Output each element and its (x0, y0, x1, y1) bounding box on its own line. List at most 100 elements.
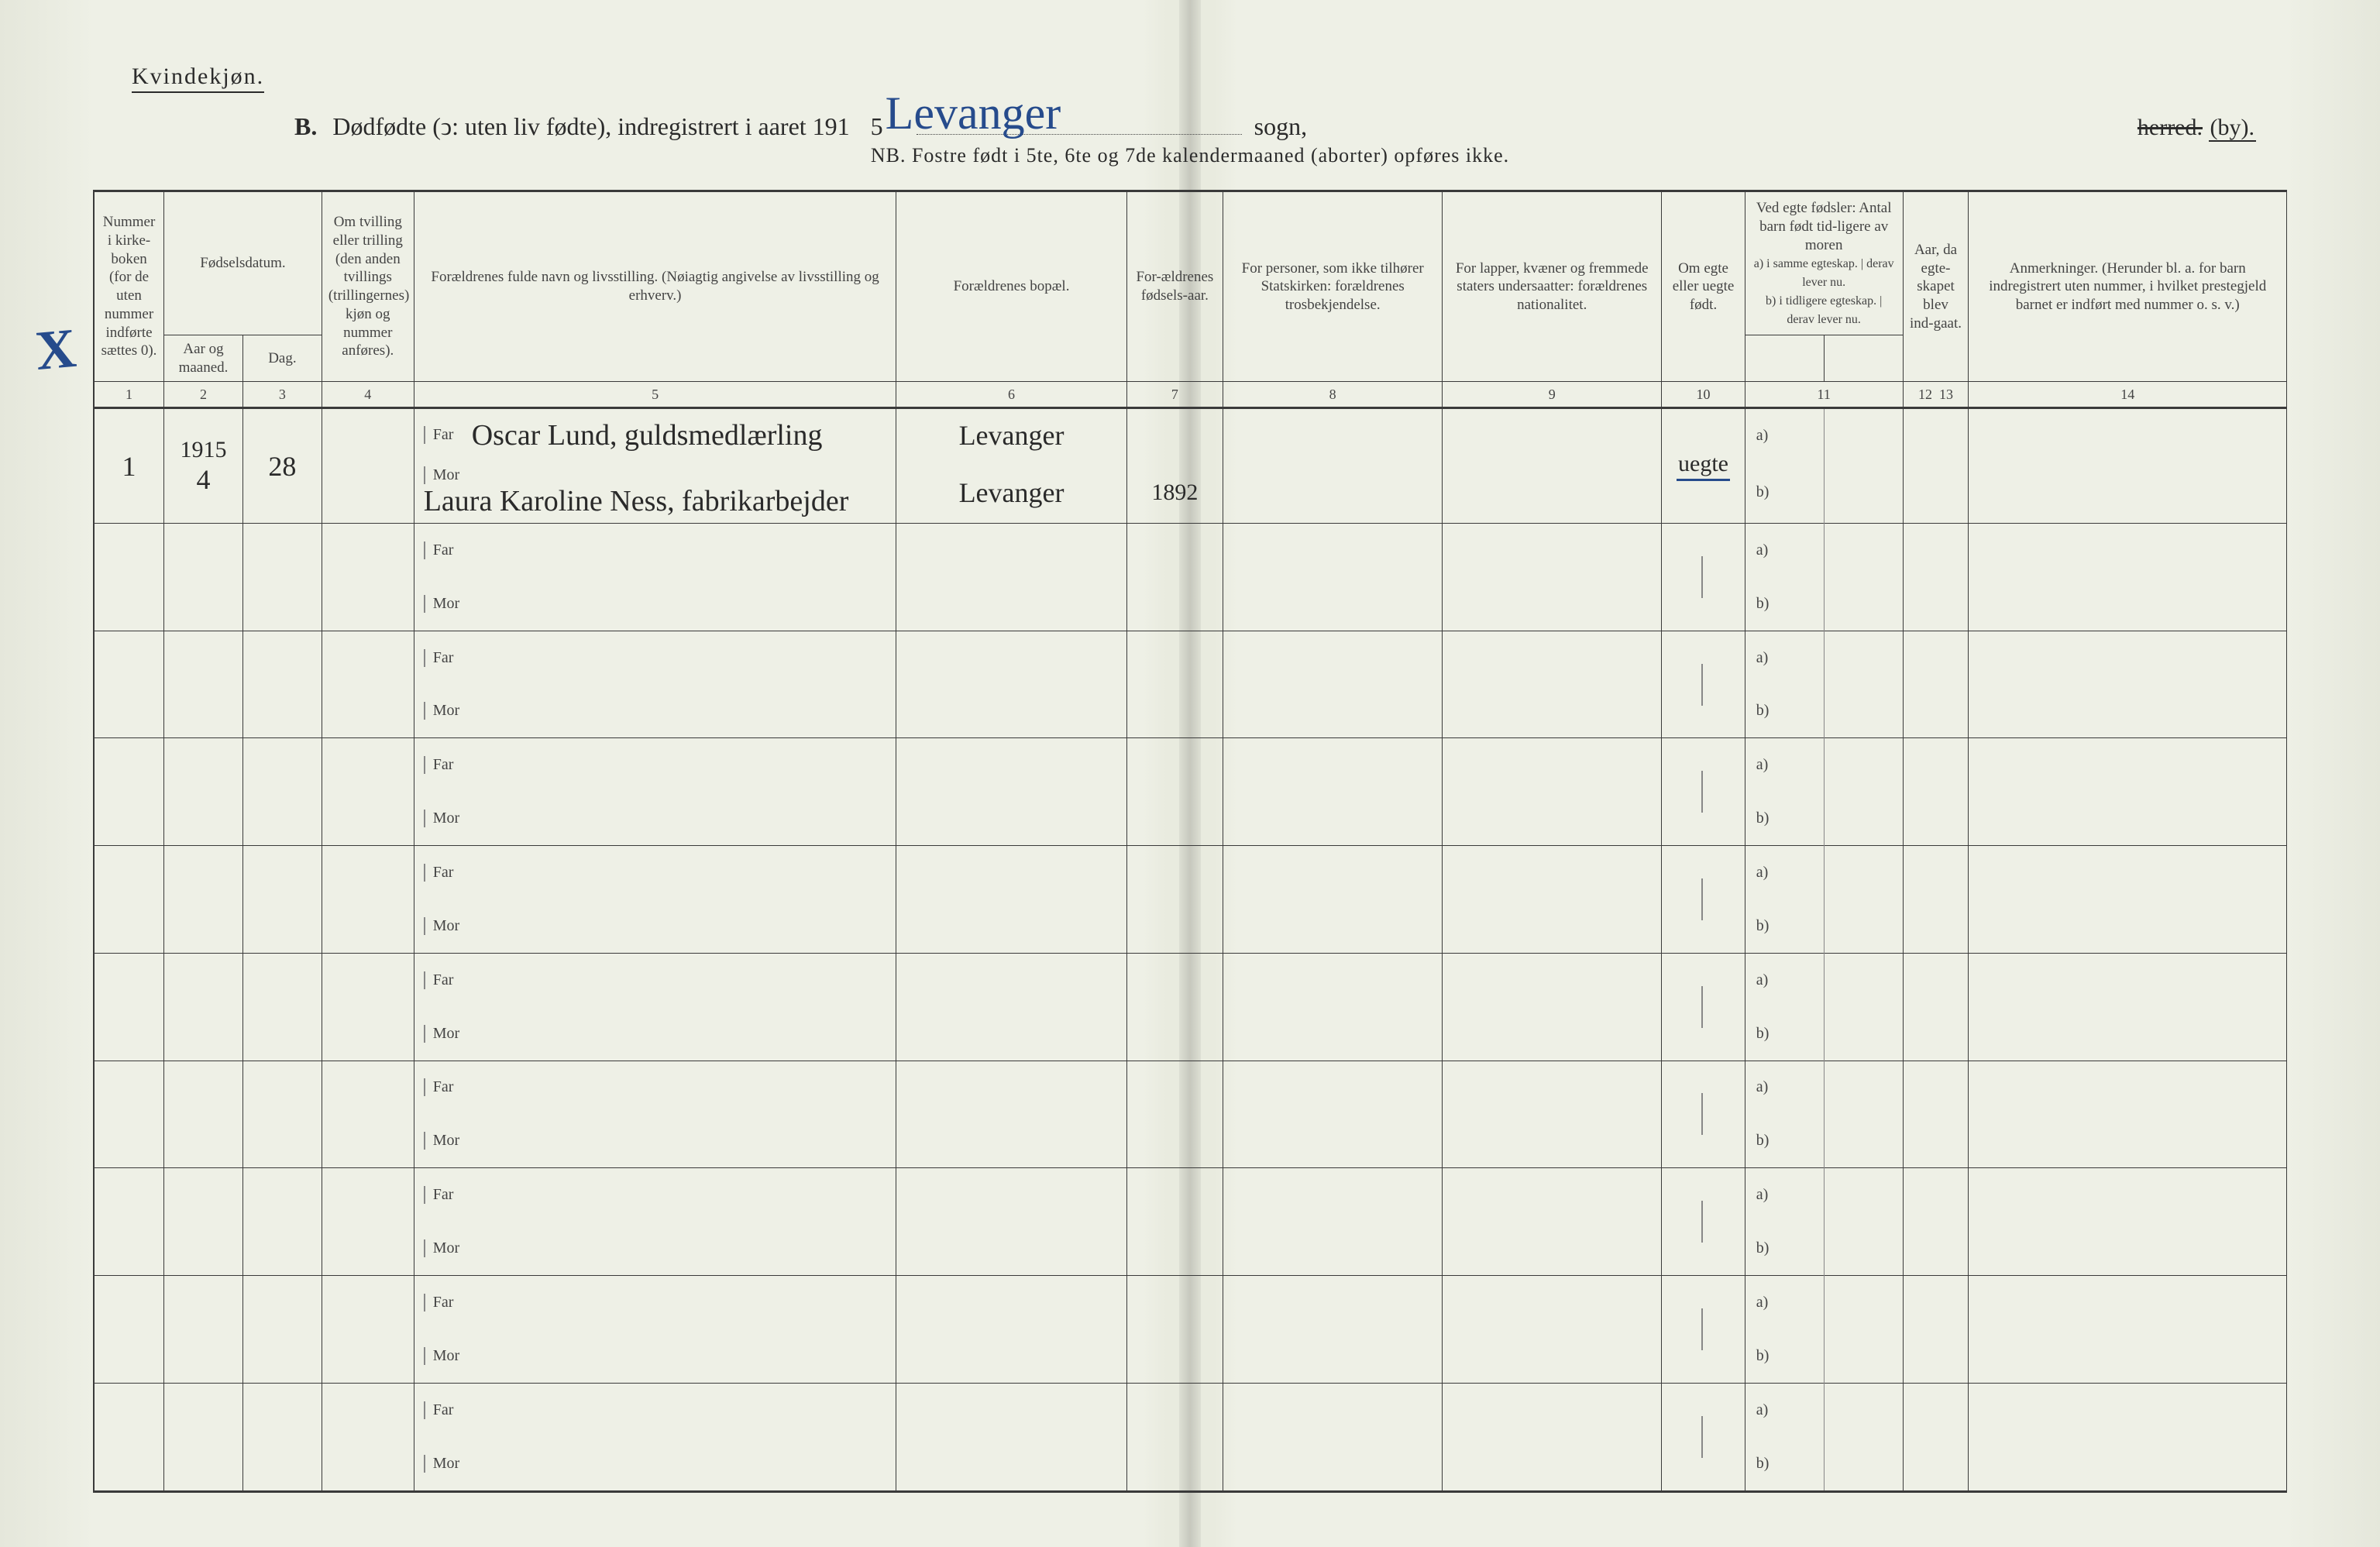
entry-mor-bopel (896, 1114, 1126, 1167)
entry-anm (1969, 953, 2287, 1061)
entry-mor-name: Mor (414, 1222, 896, 1275)
entry-num (94, 1383, 164, 1490)
entry-mor-bopel (896, 899, 1126, 953)
entry-mor-faar (1126, 1114, 1223, 1167)
entry-dag (242, 738, 322, 846)
entry-mor-bopel (896, 685, 1126, 738)
entry-aar-egte (1903, 1383, 1969, 1490)
entry-mor-faar (1126, 899, 1223, 953)
col-10-head: Om egte eller uegte født. (1662, 192, 1745, 382)
entry-mor-name: Mor (414, 899, 896, 953)
entry-mor-name: Mor (414, 1114, 896, 1167)
entry-aar-egte (1903, 631, 1969, 738)
entry-row-far: Far a) (94, 1061, 2287, 1114)
entry-11a: a) (1745, 1061, 1824, 1114)
colnum-11: 11 (1745, 382, 1903, 408)
entry-mor-bopel (896, 577, 1126, 631)
entry-num (94, 1168, 164, 1276)
colnum-1: 1 (94, 382, 164, 408)
entry-far-faar (1126, 1168, 1223, 1222)
entry-aar-egte (1903, 1061, 1969, 1168)
content-area: Kvindekjøn. B. Dødfødte (ↄ: uten liv fød… (93, 54, 2287, 1493)
col-6-head: Forældrenes bopæl. (896, 192, 1126, 382)
entry-far-bopel (896, 846, 1126, 899)
colnum-6: 6 (896, 382, 1126, 408)
entry-anm (1969, 523, 2287, 631)
entry-aar-egte (1903, 408, 1969, 524)
parish-register-page: X Kvindekjøn. B. Dødfødte (ↄ: uten liv f… (0, 0, 2380, 1547)
entry-11a2 (1824, 1061, 1903, 1114)
entry-tros (1223, 738, 1443, 846)
entry-dag (242, 631, 322, 738)
entry-mor-name: MorLaura Karoline Ness, fabrikarbejder (414, 462, 896, 523)
entry-aar-maaned (164, 1168, 243, 1276)
entry-tvilling (322, 408, 414, 524)
entry-anm (1969, 1061, 2287, 1168)
entry-aar-maaned (164, 1275, 243, 1383)
entry-far-bopel (896, 631, 1126, 684)
col-1-head: Nummer i kirke-boken (for de uten nummer… (94, 192, 164, 382)
entry-11b: b) (1745, 792, 1824, 845)
entry-11b: b) (1745, 577, 1824, 631)
entry-dag (242, 1383, 322, 1490)
colnum-9: 9 (1443, 382, 1662, 408)
entry-tros (1223, 1275, 1443, 1383)
entry-far-name: Far (414, 523, 896, 576)
entry-row-far: Far a) (94, 953, 2287, 1006)
entry-11b2 (1824, 1114, 1903, 1167)
entry-nation (1443, 1275, 1662, 1383)
entry-11a: a) (1745, 953, 1824, 1006)
entry-aar-egte (1903, 738, 1969, 846)
entry-far-name: FarOscar Lund, guldsmedlærling (414, 408, 896, 462)
entry-dag (242, 1061, 322, 1168)
entry-11b2 (1824, 685, 1903, 738)
entry-mor-bopel (896, 792, 1126, 845)
entry-aar-maaned: 19154 (164, 408, 243, 524)
entry-egte (1662, 953, 1745, 1061)
entry-far-bopel (896, 523, 1126, 576)
colnum-5: 5 (414, 382, 896, 408)
entry-tvilling (322, 1061, 414, 1168)
entry-nation (1443, 408, 1662, 524)
colnum-4: 4 (322, 382, 414, 408)
col-11-group: Ved egte fødsler: Antal barn født tid-li… (1745, 192, 1903, 335)
entry-far-faar (1126, 846, 1223, 899)
entry-mor-bopel (896, 1437, 1126, 1490)
entry-far-faar (1126, 1275, 1223, 1329)
column-number-row: 1 2 3 4 5 6 7 8 9 10 11 12 13 14 (94, 382, 2287, 408)
entry-11b2 (1824, 1437, 1903, 1490)
entry-11a: a) (1745, 846, 1824, 899)
entry-far-name: Far (414, 953, 896, 1006)
entry-nation (1443, 846, 1662, 954)
entry-far-faar (1126, 953, 1223, 1006)
col-2-head: Aar og maaned. (164, 335, 243, 382)
entry-nation (1443, 631, 1662, 738)
entry-tvilling (322, 1168, 414, 1276)
entry-11b: b) (1745, 899, 1824, 953)
entry-mor-faar: 1892 (1126, 462, 1223, 523)
entry-tvilling (322, 1275, 414, 1383)
ledger-table: Nummer i kirke-boken (for de uten nummer… (93, 192, 2287, 1490)
title-line: B. Dødfødte (ↄ: uten liv fødte), indregi… (93, 104, 2287, 141)
entry-nation (1443, 1061, 1662, 1168)
entry-nation (1443, 523, 1662, 631)
entry-far-faar (1126, 523, 1223, 576)
entry-11a2 (1824, 846, 1903, 899)
entry-num (94, 738, 164, 846)
entry-num (94, 631, 164, 738)
entry-mor-name: Mor (414, 1329, 896, 1383)
entry-11b: b) (1745, 1329, 1824, 1383)
entry-mor-name: Mor (414, 792, 896, 845)
entry-11b: b) (1745, 685, 1824, 738)
entry-tros (1223, 408, 1443, 524)
entry-aar-maaned (164, 523, 243, 631)
entry-egte (1662, 1061, 1745, 1168)
entry-tros (1223, 953, 1443, 1061)
entry-11a: a) (1745, 1168, 1824, 1222)
entry-11b2 (1824, 577, 1903, 631)
entry-far-bopel (896, 1275, 1126, 1329)
entry-far-name: Far (414, 1061, 896, 1114)
entry-far-faar (1126, 1061, 1223, 1114)
col-3-head: Dag. (242, 335, 322, 382)
entry-11b2 (1824, 1222, 1903, 1275)
